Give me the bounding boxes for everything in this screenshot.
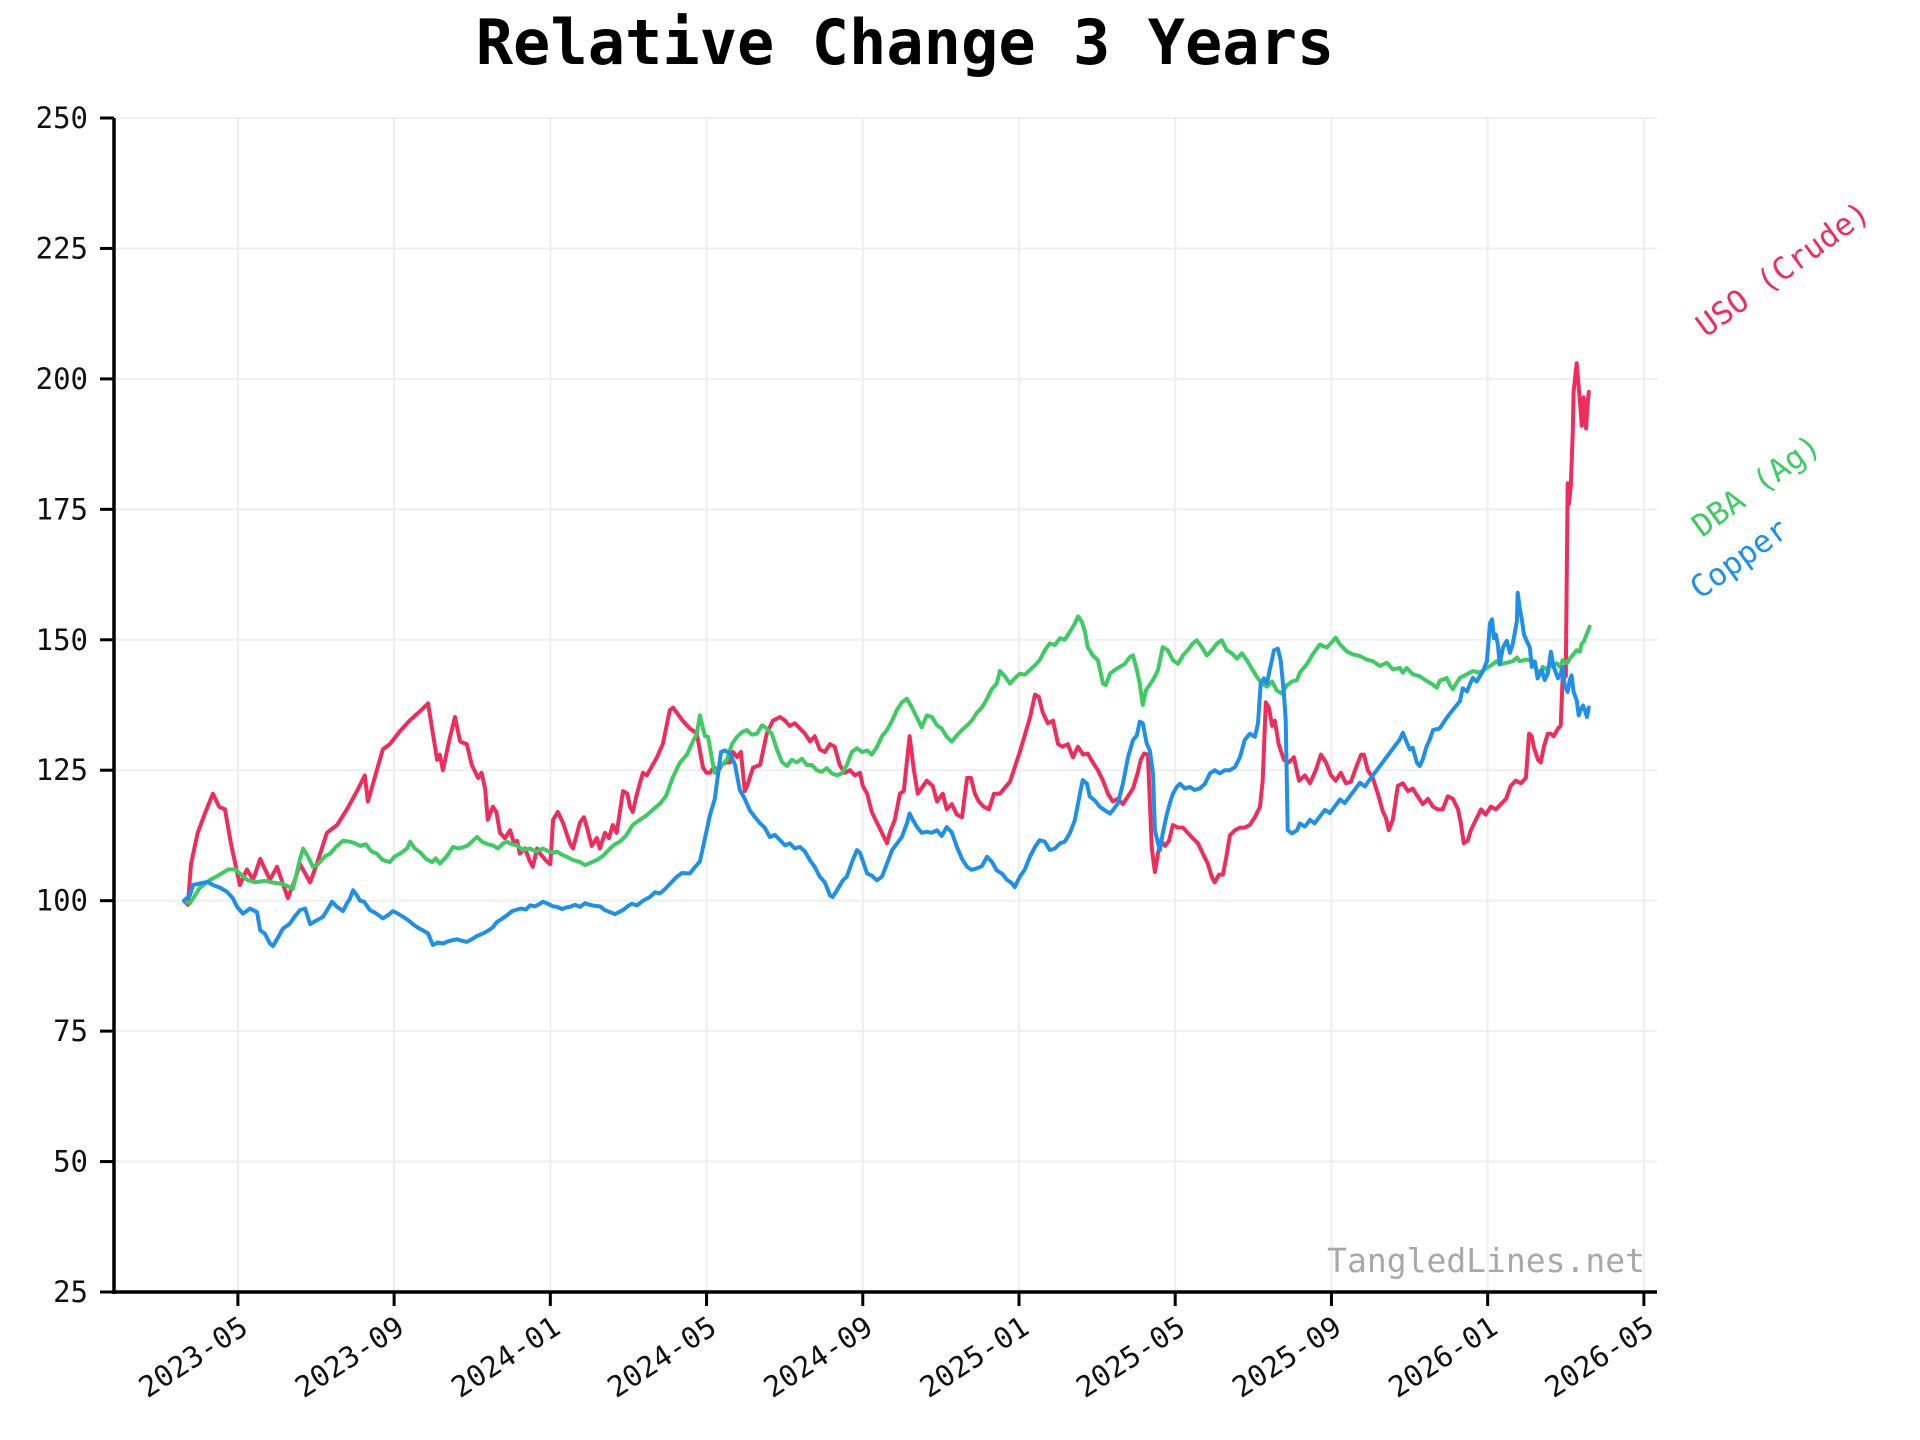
series-line-copper	[182, 590, 1591, 949]
y-tick-label: 150	[36, 623, 88, 657]
chart-title: Relative Change 3 Years	[476, 6, 1335, 79]
series-lines	[182, 361, 1592, 949]
series-line-dba	[182, 614, 1592, 906]
gridlines	[114, 117, 1657, 1293]
watermark-text: TangledLines.net	[1327, 1241, 1645, 1280]
y-tick-label: 125	[36, 753, 88, 787]
axes	[100, 116, 1657, 1306]
y-tick-label: 25	[53, 1275, 88, 1309]
y-tick-label: 50	[53, 1145, 88, 1179]
y-tick-label: 200	[36, 362, 88, 396]
y-tick-label: 100	[36, 884, 88, 918]
y-tick-label: 75	[53, 1014, 88, 1048]
y-tick-label: 175	[36, 492, 88, 526]
y-tick-label: 250	[36, 101, 88, 135]
y-tick-label: 225	[36, 231, 88, 265]
series-line-uso	[182, 361, 1591, 907]
